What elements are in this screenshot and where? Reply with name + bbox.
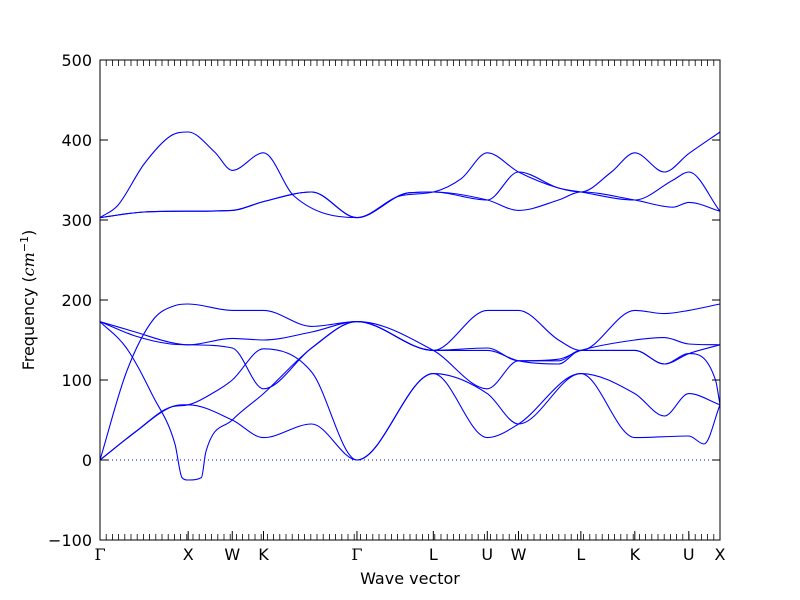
x-tick-label: L <box>576 545 585 564</box>
y-tick-label: 400 <box>61 131 92 150</box>
y-axis-title-unit: cm <box>19 252 38 276</box>
y-tick-label: −100 <box>48 531 92 550</box>
x-tick-label: K <box>630 545 641 564</box>
y-axis-title-unit-exp: −1 <box>18 236 31 252</box>
x-tick-label: W <box>224 545 240 564</box>
x-tick-label: K <box>258 545 269 564</box>
x-tick-label: W <box>511 545 527 564</box>
x-tick-label: L <box>429 545 438 564</box>
band-line-7 <box>99 191 721 219</box>
band-line-2 <box>99 348 721 461</box>
x-tick-label: X <box>183 545 194 564</box>
band-line-6 <box>99 303 721 461</box>
plot-frame <box>99 59 721 541</box>
y-axis-title-main: Frequency ( <box>19 276 38 370</box>
x-tick-label: X <box>715 545 726 564</box>
y-tick-label: 100 <box>61 371 92 390</box>
y-tick-label: 200 <box>61 291 92 310</box>
x-ticks <box>99 60 721 540</box>
x-tick-label: Γ <box>94 545 105 564</box>
x-tick-label: U <box>481 545 493 564</box>
y-axis-title: Frequency (cm−1) <box>18 230 38 371</box>
x-tick-label: Γ <box>351 545 362 564</box>
x-axis-title: Wave vector <box>360 569 460 588</box>
y-tick-labels: −100 0 100 200 300 400 500 <box>48 51 92 550</box>
series-layer <box>99 131 721 481</box>
y-axis-title-close: ) <box>19 230 38 236</box>
x-tick-label: U <box>683 545 695 564</box>
y-ticks <box>100 59 720 541</box>
band-line-5 <box>99 321 721 362</box>
band-line-4 <box>99 321 721 390</box>
y-tick-label: 300 <box>61 211 92 230</box>
y-tick-label: 500 <box>61 51 92 70</box>
band-line-9 <box>99 131 721 219</box>
band-line-1 <box>99 373 721 461</box>
y-tick-label: 0 <box>82 451 92 470</box>
